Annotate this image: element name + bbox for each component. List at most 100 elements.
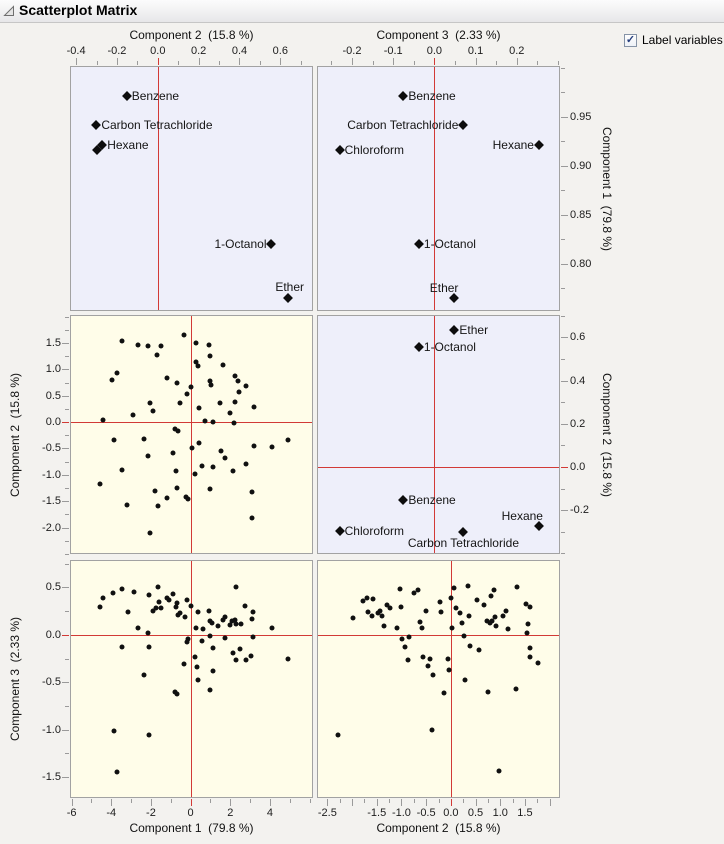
score-point[interactable] <box>492 614 498 620</box>
score-point[interactable] <box>233 584 239 590</box>
score-point[interactable] <box>365 609 371 615</box>
score-point[interactable] <box>174 600 180 606</box>
loading-point-marker[interactable] <box>282 293 293 304</box>
loading-point-marker[interactable] <box>534 139 544 150</box>
score-point[interactable] <box>170 591 176 597</box>
score-point[interactable] <box>210 645 216 650</box>
score-point[interactable] <box>369 613 375 619</box>
plot-scores_c1_c2[interactable] <box>70 315 313 554</box>
score-point[interactable] <box>249 616 255 622</box>
variable-label[interactable]: Benzene <box>408 89 456 104</box>
variable-label[interactable]: Ether <box>275 280 305 295</box>
score-point[interactable] <box>184 597 190 603</box>
score-point[interactable] <box>172 426 178 432</box>
plot-scores_c1_c3[interactable] <box>70 560 313 798</box>
score-point[interactable] <box>119 644 125 650</box>
score-point[interactable] <box>158 343 164 349</box>
score-point[interactable] <box>465 583 471 589</box>
label-variables-control[interactable]: ✓ Label variables <box>624 33 723 47</box>
score-point[interactable] <box>249 515 255 521</box>
score-point[interactable] <box>158 605 164 611</box>
score-point[interactable] <box>114 370 120 375</box>
score-point[interactable] <box>185 496 191 502</box>
score-point[interactable] <box>398 604 404 610</box>
variable-label[interactable]: Hexane <box>501 508 543 523</box>
score-point[interactable] <box>199 638 205 644</box>
plot-loadings_c3_c1[interactable]: Benzene Carbon Tetrachloride Hexane Chlorof… <box>317 66 560 311</box>
variable-label[interactable]: 1-Octanol <box>423 236 476 251</box>
score-point[interactable] <box>125 609 131 615</box>
score-point[interactable] <box>496 768 502 774</box>
score-point[interactable] <box>232 399 238 405</box>
loading-point-marker[interactable] <box>334 144 345 155</box>
variable-label[interactable]: 1-Octanol <box>214 236 267 251</box>
score-point[interactable] <box>97 481 103 487</box>
score-point[interactable] <box>379 613 385 619</box>
loading-point-marker[interactable] <box>413 238 424 249</box>
score-point[interactable] <box>238 621 244 627</box>
loading-point-marker[interactable] <box>334 526 345 537</box>
score-point[interactable] <box>481 602 487 608</box>
score-point[interactable] <box>145 630 151 636</box>
score-point[interactable] <box>153 605 159 611</box>
score-point[interactable] <box>237 646 243 652</box>
plot-loadings_c2_c1[interactable]: Benzene Carbon Tetrachloride Hexane 1-Octan… <box>70 66 313 311</box>
score-point[interactable] <box>210 464 216 470</box>
score-point[interactable] <box>200 626 206 632</box>
score-point[interactable] <box>384 602 390 608</box>
score-point[interactable] <box>350 615 356 621</box>
score-point[interactable] <box>420 654 426 660</box>
score-point[interactable] <box>209 620 215 626</box>
score-point[interactable] <box>166 597 172 603</box>
score-point[interactable] <box>406 634 412 640</box>
score-point[interactable] <box>207 486 213 492</box>
score-point[interactable] <box>192 654 198 660</box>
score-point[interactable] <box>145 453 151 459</box>
score-point[interactable] <box>100 595 106 601</box>
score-point[interactable] <box>220 617 226 623</box>
score-point[interactable] <box>476 647 482 653</box>
score-point[interactable] <box>119 338 125 344</box>
score-point[interactable] <box>218 448 224 454</box>
score-point[interactable] <box>97 604 103 610</box>
score-point[interactable] <box>188 603 194 609</box>
variable-label[interactable]: Carbon Tetrachloride <box>347 118 459 133</box>
score-point[interactable] <box>100 417 106 423</box>
score-point[interactable] <box>207 353 213 359</box>
score-point[interactable] <box>457 610 463 616</box>
score-point[interactable] <box>446 667 452 673</box>
score-point[interactable] <box>535 660 541 666</box>
score-point[interactable] <box>189 445 195 451</box>
score-point[interactable] <box>461 633 467 639</box>
score-point[interactable] <box>248 653 254 659</box>
score-point[interactable] <box>466 613 472 619</box>
score-point[interactable] <box>124 502 130 508</box>
score-point[interactable] <box>364 595 370 601</box>
score-point[interactable] <box>145 343 151 349</box>
score-point[interactable] <box>181 661 187 667</box>
loading-point-marker[interactable] <box>458 120 469 131</box>
score-point[interactable] <box>222 614 228 620</box>
score-point[interactable] <box>232 617 238 623</box>
score-point[interactable] <box>206 608 212 614</box>
score-point[interactable] <box>131 589 137 595</box>
score-point[interactable] <box>419 625 425 631</box>
score-point[interactable] <box>177 610 183 616</box>
score-point[interactable] <box>243 383 248 389</box>
score-point[interactable] <box>177 400 183 406</box>
score-point[interactable] <box>250 609 256 615</box>
score-point[interactable] <box>249 489 255 495</box>
score-point[interactable] <box>485 689 491 695</box>
score-point[interactable] <box>527 645 533 650</box>
score-point[interactable] <box>505 626 511 632</box>
score-point[interactable] <box>231 420 237 426</box>
score-point[interactable] <box>174 691 180 697</box>
score-point[interactable] <box>207 378 213 384</box>
score-point[interactable] <box>387 605 393 611</box>
score-point[interactable] <box>489 618 495 624</box>
score-point[interactable] <box>236 389 242 395</box>
loading-point-marker[interactable] <box>266 238 277 249</box>
score-point[interactable] <box>430 672 436 678</box>
score-point[interactable] <box>185 636 191 642</box>
score-point[interactable] <box>449 625 455 631</box>
